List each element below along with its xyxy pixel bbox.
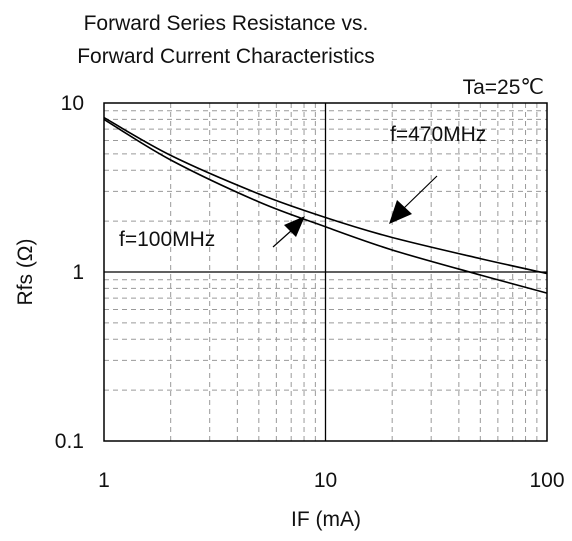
- x-tick-label: 10: [314, 469, 337, 492]
- plot-frame: [103, 102, 548, 442]
- tick-labels: 1 10 100 10 1 0.1: [55, 92, 565, 492]
- condition-label: Ta=25℃: [463, 76, 544, 99]
- annotations: f=470MHz f=100MHz: [119, 123, 486, 251]
- series-line-1: [103, 116, 548, 275]
- y-axis-label: Rfs (Ω): [14, 238, 37, 305]
- x-axis-label: IF (mA): [291, 508, 361, 531]
- chart-title: Forward Series Resistance vs.: [84, 12, 369, 35]
- series-label-100mhz: f=100MHz: [119, 228, 215, 251]
- annotation-arrowhead-100mhz: [284, 216, 305, 237]
- annotation-arrow-line-470mhz: [402, 175, 438, 210]
- series-label-470mhz: f=470MHz: [390, 123, 486, 146]
- y-tick-label: 0.1: [55, 430, 84, 453]
- x-tick-label: 100: [529, 469, 564, 492]
- y-tick-label: 1: [72, 261, 84, 284]
- x-tick-label: 1: [98, 469, 110, 492]
- series-group: [103, 116, 548, 294]
- annotation-arrow-line-100mhz: [272, 229, 293, 248]
- minor-grid: [104, 103, 547, 441]
- annotation-arrowhead-470mhz: [389, 200, 412, 224]
- major-grid: [104, 103, 547, 441]
- chart-subtitle: Forward Current Characteristics: [77, 45, 375, 68]
- y-tick-label: 10: [61, 92, 84, 115]
- series-line-2: [103, 118, 548, 294]
